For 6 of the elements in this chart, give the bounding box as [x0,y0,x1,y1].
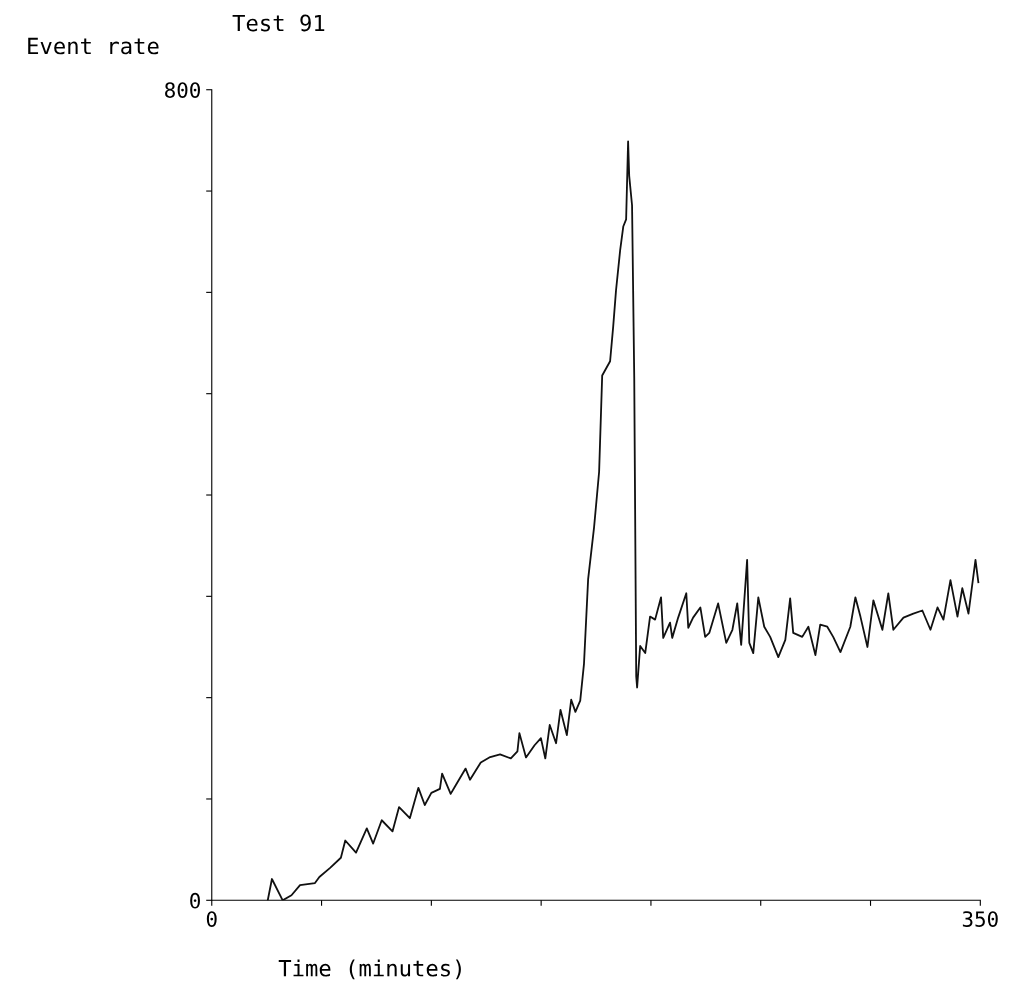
y-axis-title: Event rate [28,37,159,55]
chart-title: Test 91 [232,14,325,32]
x-axis-title: Time (minutes) [278,959,461,980]
line-series [266,140,980,901]
y-tick-label: 800 [165,82,200,98]
x-tick-label: 350 [962,911,998,927]
